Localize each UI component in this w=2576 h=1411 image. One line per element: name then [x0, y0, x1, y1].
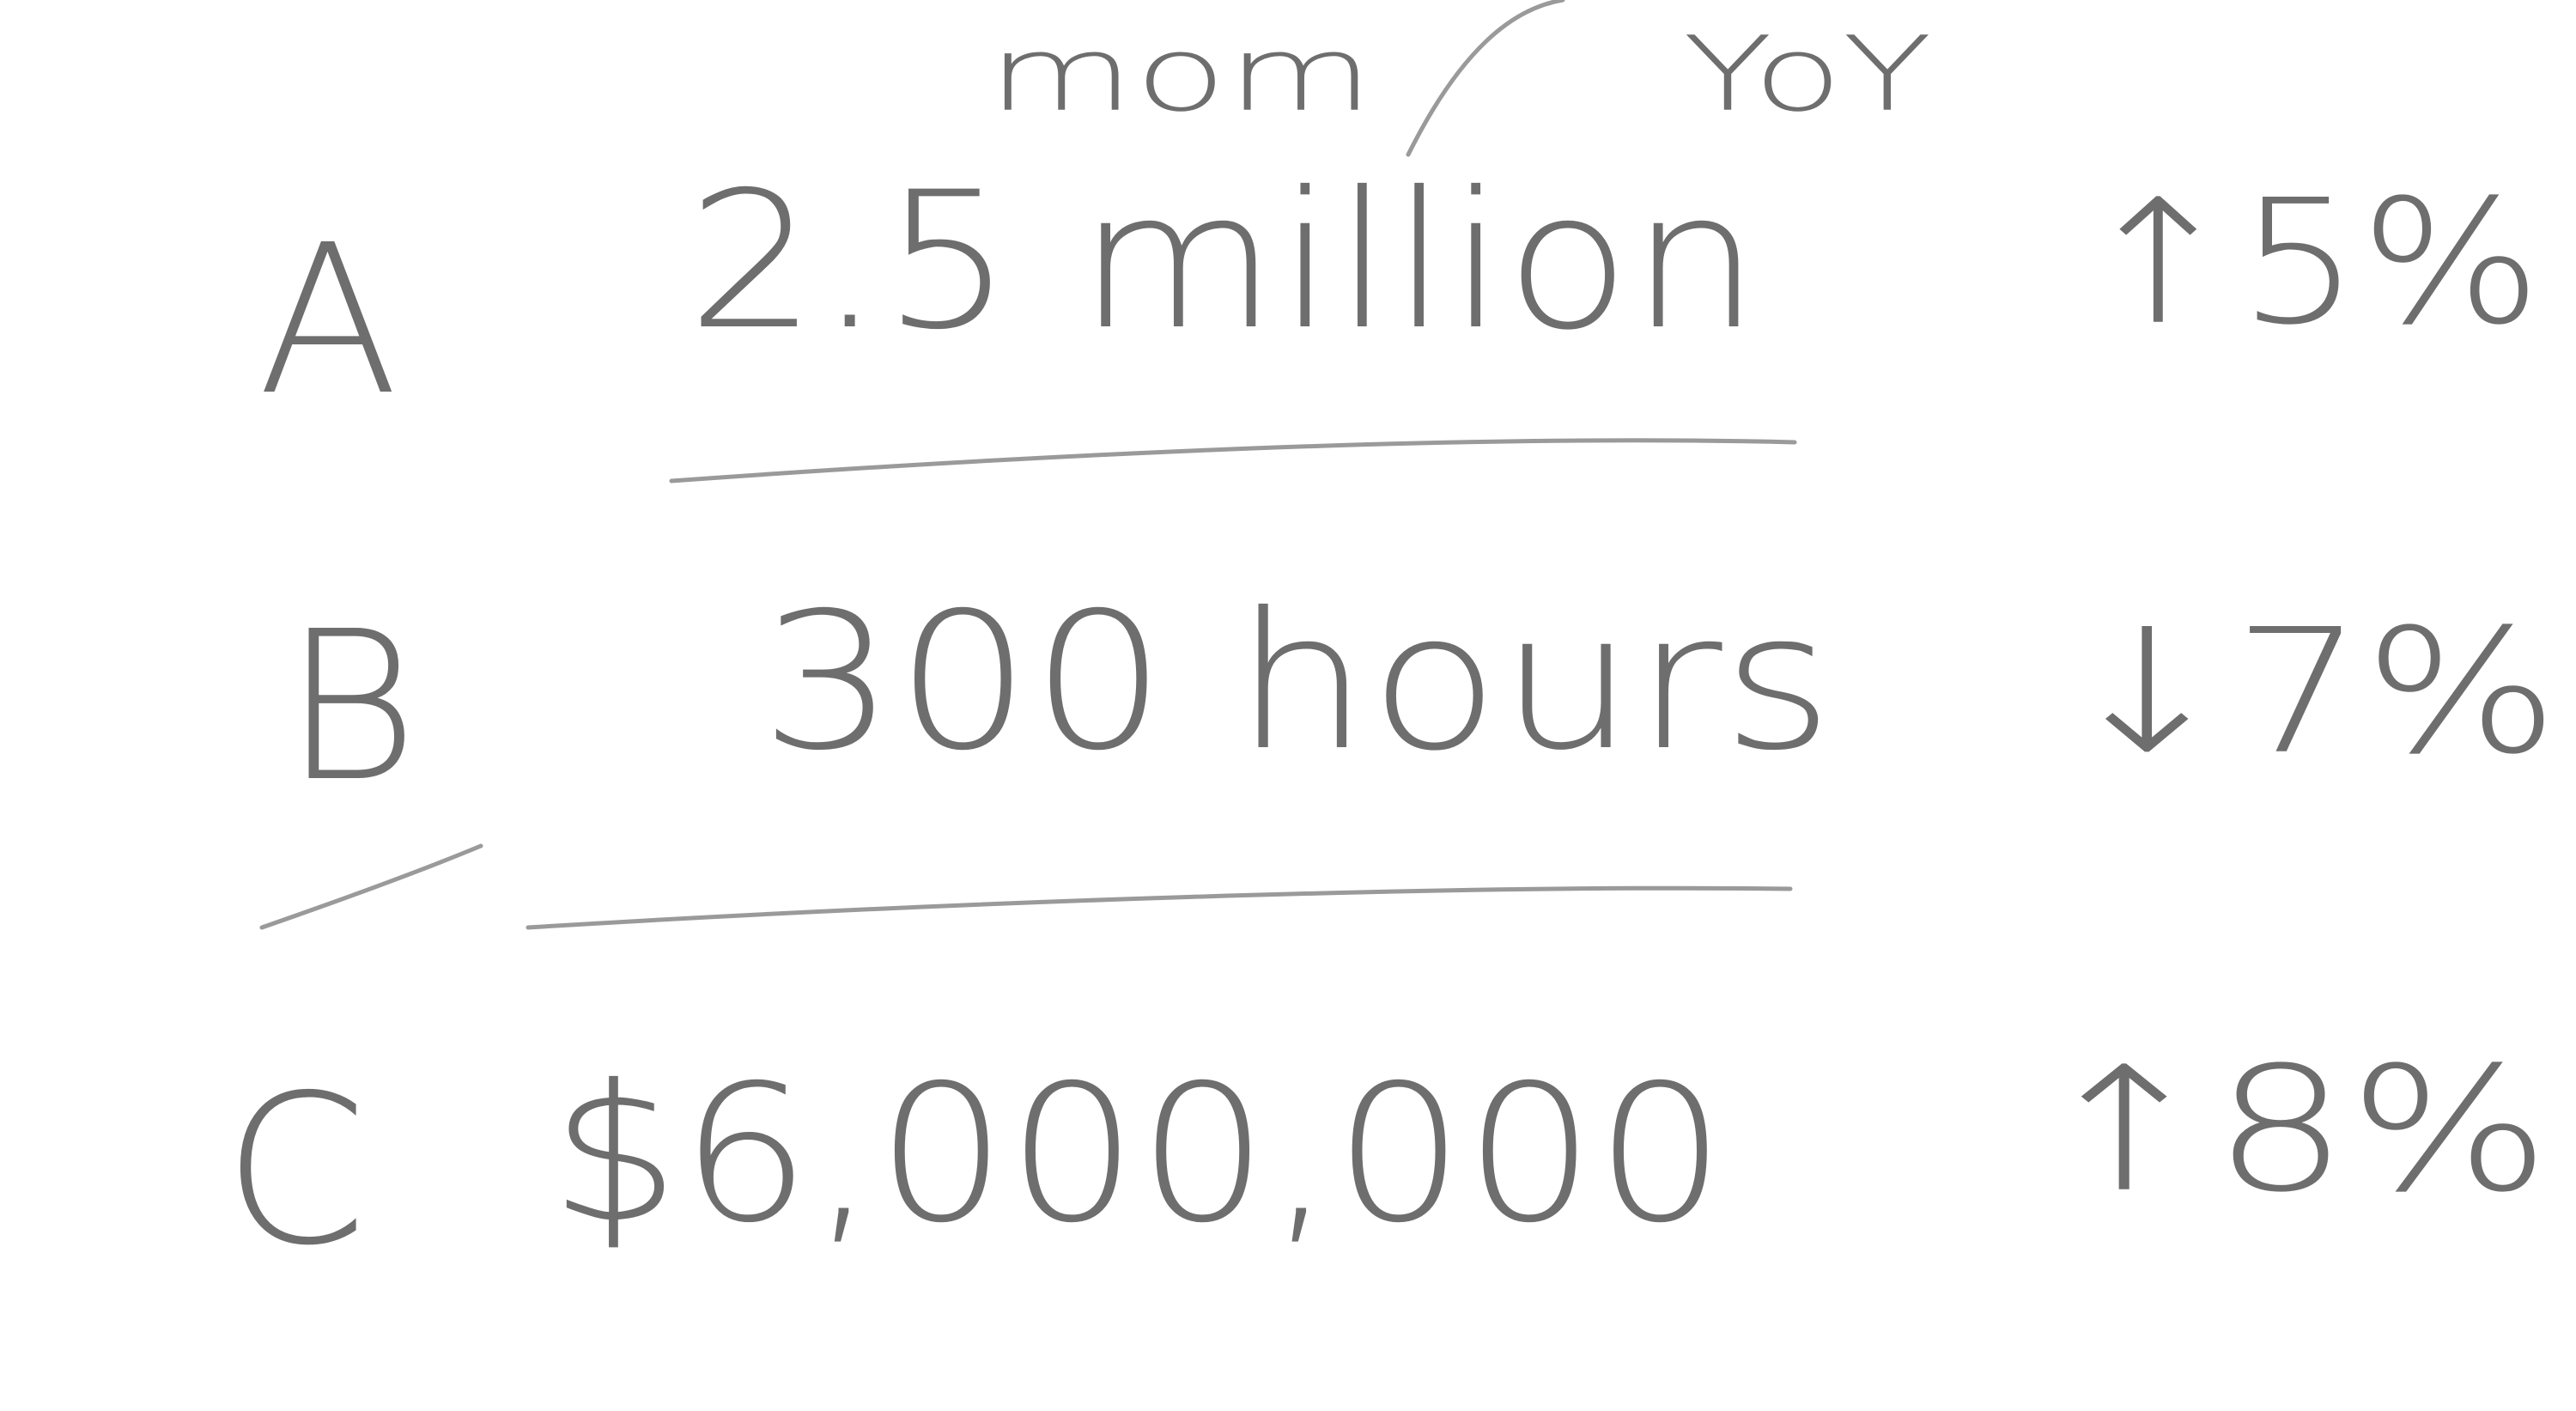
row-value: 300 hours [760, 572, 1833, 792]
row-label: C [223, 1050, 368, 1291]
divider [669, 438, 1797, 484]
underline-stroke [259, 843, 483, 930]
annotation-mom: mom [987, 15, 1374, 135]
divider [526, 885, 1793, 930]
row-change: ↑8% [2035, 1031, 2550, 1231]
row-value: 2.5 million [687, 151, 1760, 371]
row-value: $6,000,000 [550, 1044, 1726, 1264]
row-label: A [258, 200, 398, 441]
row-change: ↓7% [2061, 593, 2559, 793]
row-label: B [283, 587, 418, 827]
annotation-yoy: YoY [1683, 15, 1932, 135]
row-change: ↑5% [2078, 163, 2542, 363]
annotation-stroke [1406, 0, 1565, 157]
